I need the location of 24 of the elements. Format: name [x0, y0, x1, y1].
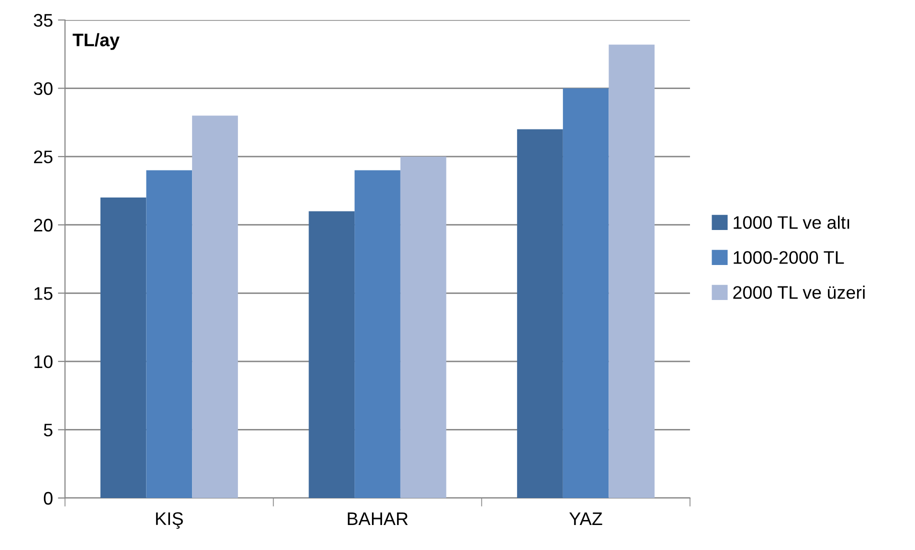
y-tick-label: 25 — [34, 150, 52, 164]
x-tick-label: BAHAR — [348, 512, 408, 525]
bar — [354, 170, 400, 498]
y-tick-label: 35 — [34, 14, 52, 27]
y-tick-label: 10 — [34, 355, 52, 368]
bar — [146, 170, 192, 498]
bar — [517, 129, 563, 498]
x-tick-label: YAZ — [569, 512, 602, 525]
y-axis-title: TL/ay — [72, 33, 120, 50]
legend-label: 2000 TL ve üzeri — [733, 286, 865, 299]
y-tick-label: 30 — [34, 82, 52, 96]
x-tick-label: KIŞ — [156, 512, 183, 529]
bar — [400, 156, 446, 498]
bar — [100, 198, 146, 498]
bar — [562, 88, 609, 498]
y-tick-label: 20 — [34, 218, 52, 232]
bar — [308, 211, 355, 498]
y-tick-label: 5 — [44, 424, 52, 436]
y-tick-label: 15 — [34, 287, 52, 300]
bar — [192, 116, 238, 498]
bar — [608, 44, 655, 498]
legend-label: 1000 TL ve altı — [734, 216, 850, 229]
legend-label: 1000-2000 TL — [734, 251, 844, 264]
y-tick-label: 0 — [44, 492, 52, 505]
